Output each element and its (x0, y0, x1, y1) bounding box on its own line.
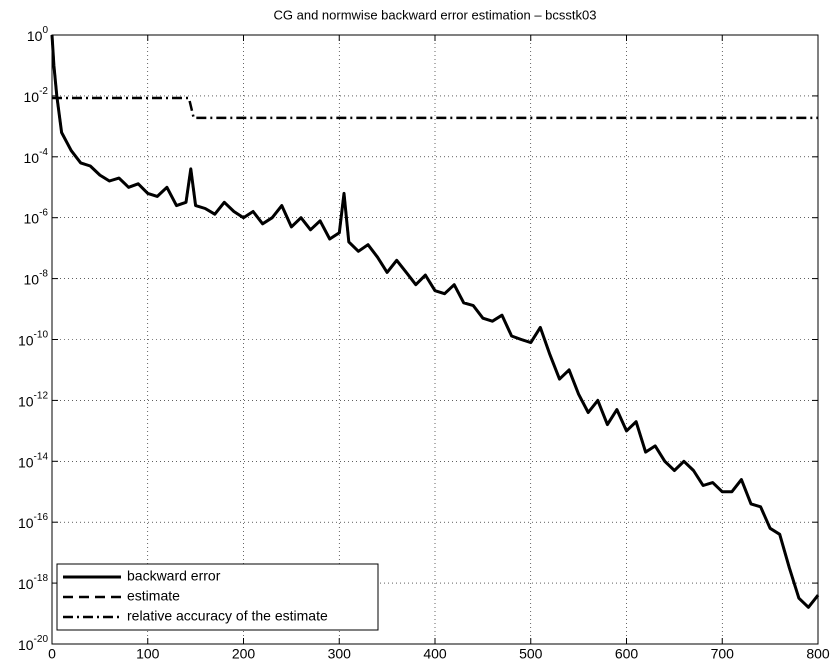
x-tick-label: 100 (136, 646, 160, 662)
x-tick-label: 200 (232, 646, 256, 662)
y-tick-label: 10-18 (18, 573, 48, 592)
legend-box (56, 563, 379, 631)
x-tick-label: 800 (806, 646, 830, 662)
x-tick-label: 700 (711, 646, 735, 662)
y-tick-label: 10-6 (24, 207, 49, 226)
y-tick-label: 10-14 (18, 451, 48, 470)
plot-frame (51, 34, 819, 645)
x-tick-label: 500 (519, 646, 543, 662)
y-tick-label: 10-20 (18, 634, 48, 653)
chart-title: CG and normwise backward error estimatio… (274, 7, 597, 22)
legend-label: estimate (127, 588, 180, 604)
x-tick-label: 300 (328, 646, 352, 662)
y-tick-label: 100 (27, 25, 49, 44)
series-line (52, 96, 818, 120)
x-tick-label: 400 (423, 646, 447, 662)
y-tick-label: 10-10 (18, 329, 48, 348)
y-tick-label: 10-4 (24, 146, 49, 165)
x-tick-label: 0 (48, 646, 56, 662)
x-tick-label: 600 (615, 646, 639, 662)
legend-label: relative accuracy of the estimate (127, 608, 328, 624)
y-tick-label: 10-8 (24, 268, 49, 287)
legend-label: backward error (127, 568, 221, 584)
y-tick-label: 10-12 (18, 390, 48, 409)
y-tick-label: 10-16 (18, 512, 48, 531)
series-line (50, 34, 820, 609)
y-tick-label: 10-2 (24, 86, 49, 105)
